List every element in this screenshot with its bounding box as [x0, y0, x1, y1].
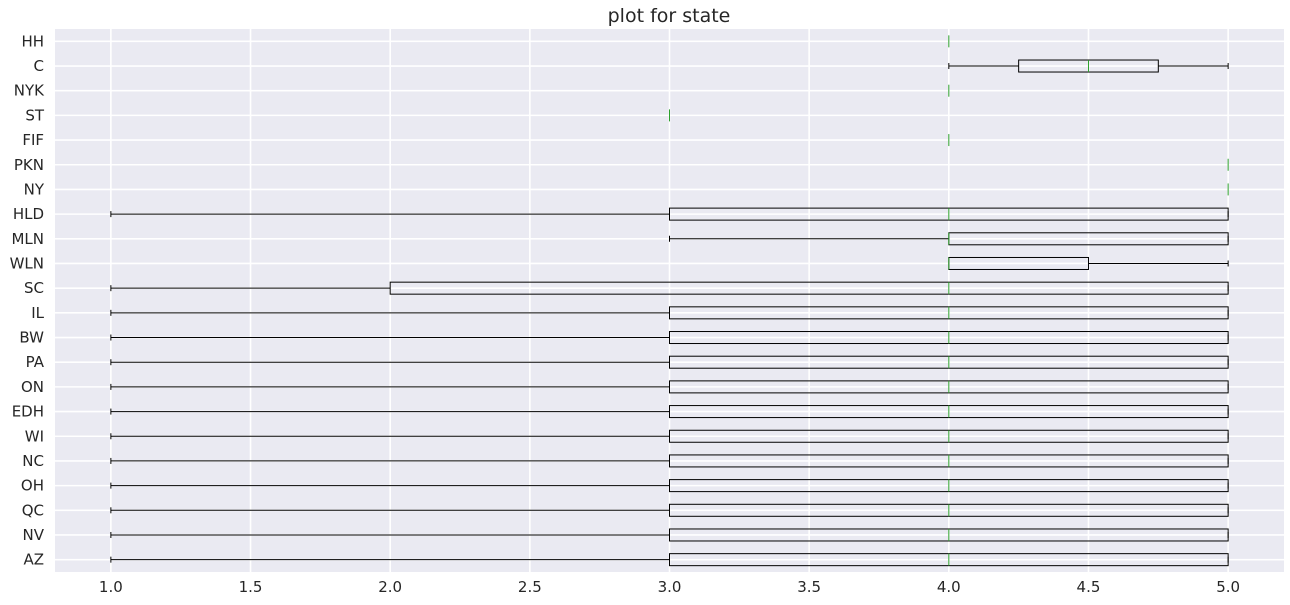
x-tick-label: 4.0 [937, 578, 961, 596]
box-az [110, 553, 1229, 567]
box-wln [948, 256, 1229, 270]
box-nv [110, 528, 1229, 542]
chart-title: plot for state [608, 5, 731, 27]
box-nc [110, 454, 1229, 468]
y-tick-label: NC [22, 452, 44, 470]
box-bw [110, 331, 1229, 345]
x-tick-label: 2.5 [518, 578, 542, 596]
boxes [110, 35, 1229, 567]
y-tick-labels: AZ NV QC OH NC WI EDH ON PA BW IL SC WLN MLN HLD NY PKN F… [10, 32, 46, 568]
y-tick-label: NYK [14, 82, 45, 100]
box-sc [110, 281, 1229, 295]
box-on [110, 380, 1229, 394]
y-tick-label: BW [19, 329, 44, 347]
y-tick-label: ON [21, 378, 44, 396]
y-tick-label: SC [24, 279, 44, 297]
y-tick-label: WLN [10, 254, 44, 272]
box-wi [110, 429, 1229, 443]
x-tick-labels: 1.0 1.5 2.0 2.5 3.0 3.5 4.0 4.5 5.0 [99, 578, 1240, 596]
y-tick-label: FIF [22, 131, 44, 149]
box-hld [110, 207, 1229, 221]
x-tick-label: 4.5 [1077, 578, 1101, 596]
y-tick-label: C [34, 57, 44, 75]
box-mln [669, 232, 1229, 246]
x-tick-label: 1.5 [239, 578, 263, 596]
box-edh [110, 405, 1229, 419]
box-pa [110, 355, 1229, 369]
y-tick-label: IL [31, 304, 44, 322]
y-tick-label: HH [21, 32, 44, 50]
y-tick-label: WI [25, 427, 44, 445]
x-tick-label: 1.0 [99, 578, 123, 596]
box-c [948, 59, 1229, 73]
y-tick-label: AZ [23, 551, 44, 569]
box-oh [110, 479, 1229, 493]
y-tick-label: QC [22, 501, 44, 519]
y-tick-label: PA [26, 353, 45, 371]
x-tick-label: 3.5 [797, 578, 821, 596]
x-tick-label: 2.0 [378, 578, 402, 596]
y-tick-label: HLD [13, 205, 44, 223]
y-tick-label: NV [23, 526, 45, 544]
y-tick-label: ST [25, 106, 45, 124]
box-qc [110, 503, 1229, 517]
y-tick-label: MLN [11, 230, 44, 248]
y-tick-label: EDH [12, 403, 44, 421]
y-tick-label: OH [21, 477, 44, 495]
x-tick-label: 3.0 [658, 578, 682, 596]
x-tick-label: 5.0 [1216, 578, 1240, 596]
y-tick-label: PKN [14, 156, 44, 174]
box-iqr [389, 281, 1229, 295]
y-tick-label: NY [24, 180, 45, 198]
box-il [110, 306, 1229, 320]
